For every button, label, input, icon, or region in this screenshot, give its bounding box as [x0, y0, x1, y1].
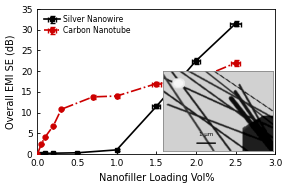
Y-axis label: Overall EMI SE (dB): Overall EMI SE (dB) — [5, 34, 16, 129]
X-axis label: Nanofiller Loading Vol%: Nanofiller Loading Vol% — [98, 174, 214, 184]
Legend: Silver Nanowire, Carbon Nanotube: Silver Nanowire, Carbon Nanotube — [41, 13, 133, 37]
